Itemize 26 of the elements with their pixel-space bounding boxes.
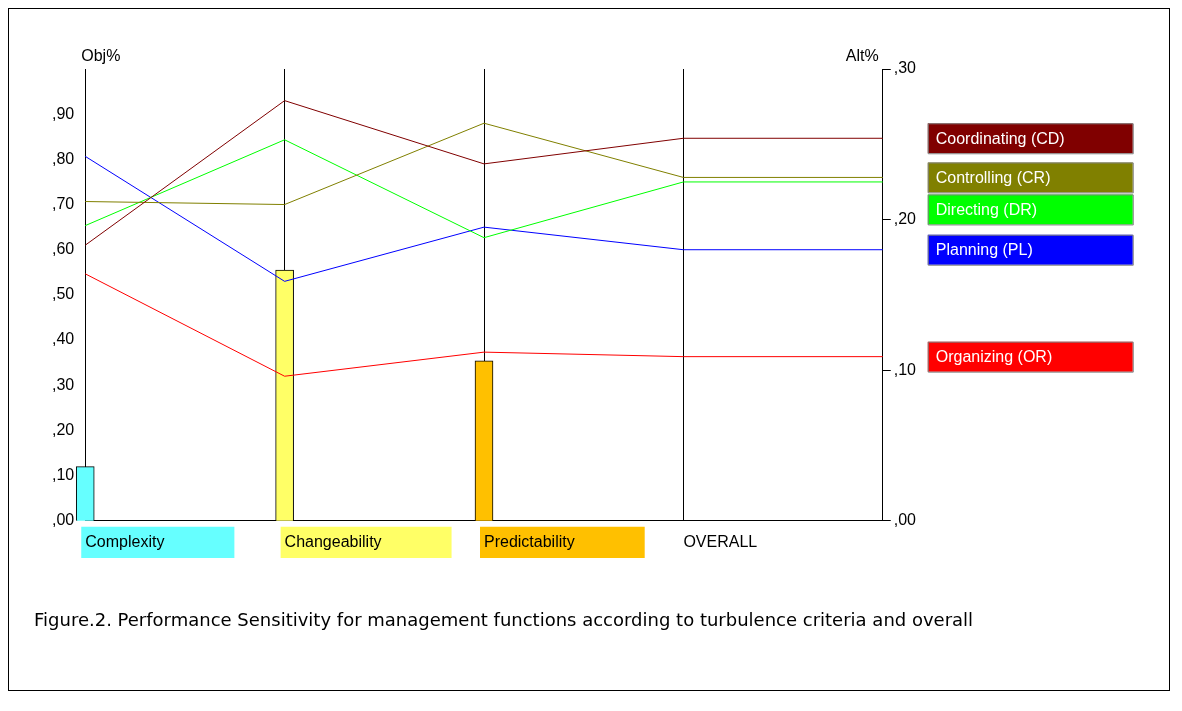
text: Organizing (OR): [935, 348, 1053, 366]
text: Directing (DR): [935, 200, 1038, 218]
y2-tick-label: ,20: [893, 210, 917, 228]
y-tick-label: ,60: [51, 240, 75, 258]
x-tick-label: Complexity: [85, 532, 165, 550]
text: Planning (PL): [935, 241, 1033, 259]
y2-tick-label: ,10: [893, 360, 917, 378]
y-axis-title: Obj%: [81, 47, 121, 65]
y-tick-label: ,00: [51, 511, 75, 529]
y-tick-label: ,70: [51, 194, 75, 212]
y2-tick-label: ,30: [893, 59, 917, 77]
y-tick-label: ,90: [51, 104, 75, 122]
y-tick-label: ,50: [51, 285, 75, 303]
x-tick-label: Changeability: [284, 532, 382, 550]
y-tick-label: ,20: [51, 420, 75, 438]
y-tick-label: ,30: [51, 375, 75, 393]
y-tick-label: ,40: [51, 330, 75, 348]
y-tick-label: ,80: [51, 149, 75, 167]
text: Controlling (CR): [935, 168, 1051, 186]
text: Coordinating (CD): [935, 129, 1065, 147]
y2-tick-label: ,00: [893, 511, 917, 529]
x-tick-label: OVERALL: [683, 532, 758, 550]
x-tick-label: Predictability: [484, 532, 575, 550]
text: Figure.2. Performance Sensitivity for management functions according to turbulence criteria and overall: [34, 609, 975, 630]
y2-axis-title: Alt%: [845, 47, 879, 65]
y-tick-label: ,10: [51, 466, 75, 484]
